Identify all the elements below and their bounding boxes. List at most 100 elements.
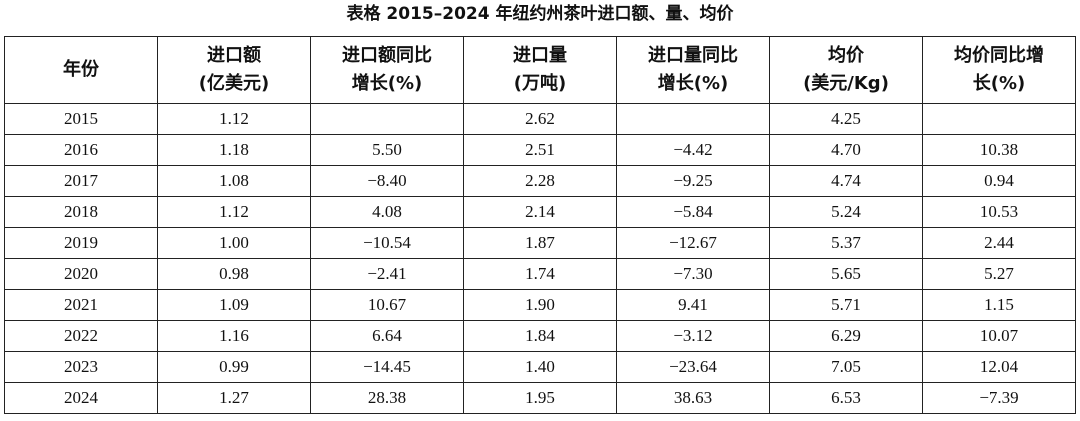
- header-cell: 均价 (美元/Kg): [769, 36, 923, 104]
- table-cell: 4.25: [769, 103, 923, 135]
- table-title: 表格 2015–2024 年纽约州茶叶进口额、量、均价: [346, 4, 734, 24]
- table-cell: 0.99: [157, 351, 311, 383]
- table-cell: 1.40: [463, 351, 617, 383]
- table-cell: 10.53: [922, 196, 1076, 228]
- table-cell: 2021: [4, 289, 158, 321]
- table-cell: 38.63: [616, 382, 770, 414]
- header-line: 均价同比增: [954, 45, 1044, 66]
- table-cell: 4.70: [769, 134, 923, 166]
- table-row: 2015 1.12 2.62 4.25: [4, 103, 1076, 135]
- table-row: 2023 0.99 −14.45 1.40 −23.64 7.05 12.04: [4, 351, 1076, 383]
- table-row: 2022 1.16 6.64 1.84 −3.12 6.29 10.07: [4, 320, 1076, 352]
- header-cell: 年份: [4, 36, 158, 104]
- table-cell: 4.74: [769, 165, 923, 197]
- header-line: (万吨): [513, 73, 567, 94]
- table-row: 2021 1.09 10.67 1.90 9.41 5.71 1.15: [4, 289, 1076, 321]
- table-cell: 1.08: [157, 165, 311, 197]
- header-cell: 进口量 (万吨): [463, 36, 617, 104]
- header-cell: 进口量同比增长(%): [616, 36, 770, 104]
- table-cell: 2.14: [463, 196, 617, 228]
- table-cell: 1.74: [463, 258, 617, 290]
- table-cell: 1.00: [157, 227, 311, 259]
- table-cell: 2016: [4, 134, 158, 166]
- table-cell: 2020: [4, 258, 158, 290]
- table-cell: 1.90: [463, 289, 617, 321]
- header-line: 增长(%): [351, 73, 423, 94]
- table-cell: 2017: [4, 165, 158, 197]
- empty-cell: [922, 103, 1076, 135]
- table-cell: 1.09: [157, 289, 311, 321]
- table-cell: −3.12: [616, 320, 770, 352]
- table-cell: 0.98: [157, 258, 311, 290]
- header-line: 进口额: [207, 45, 261, 66]
- header-line: 年份: [63, 59, 99, 80]
- header-cell: 进口额同比增长(%): [310, 36, 464, 104]
- table-cell: 9.41: [616, 289, 770, 321]
- table-cell: 5.65: [769, 258, 923, 290]
- empty-cell: [616, 103, 770, 135]
- table-cell: 1.18: [157, 134, 311, 166]
- header-row: 年份 进口额 (亿美元) 进口额同比 增长(%) 进口量 (万吨) 进口量同比 增长(%) 均价 (…: [4, 36, 1076, 104]
- table-cell: −2.41: [310, 258, 464, 290]
- table-cell: 5.50: [310, 134, 464, 166]
- table-cell: 1.12: [157, 103, 311, 135]
- table-cell: 28.38: [310, 382, 464, 414]
- table-cell: −7.39: [922, 382, 1076, 414]
- table-cell: −10.54: [310, 227, 464, 259]
- header-line: (美元/Kg): [803, 73, 889, 94]
- table-cell: 1.84: [463, 320, 617, 352]
- table-cell: −5.84: [616, 196, 770, 228]
- table-row: 2019 1.00 −10.54 1.87 −12.67 5.37 2.44: [4, 227, 1076, 259]
- header-cell: 进口额 (亿美元): [157, 36, 311, 104]
- empty-cell: [310, 103, 464, 135]
- table-cell: 6.29: [769, 320, 923, 352]
- table-cell: 2015: [4, 103, 158, 135]
- table-cell: −7.30: [616, 258, 770, 290]
- header-line: 增长(%): [657, 73, 729, 94]
- table-cell: 2018: [4, 196, 158, 228]
- table-cell: 2.51: [463, 134, 617, 166]
- data-table: 年份 进口额 (亿美元) 进口额同比 增长(%) 进口量 (万吨) 进口量同比 增长(%) 均价 (…: [4, 36, 1076, 414]
- table-cell: 5.71: [769, 289, 923, 321]
- table-cell: 2.62: [463, 103, 617, 135]
- header-line: 进口额同比: [342, 45, 432, 66]
- table-cell: 0.94: [922, 165, 1076, 197]
- table-cell: −8.40: [310, 165, 464, 197]
- table-cell: 2.44: [922, 227, 1076, 259]
- table-row: 2018 1.12 4.08 2.14 −5.84 5.24 10.53: [4, 196, 1076, 228]
- header-line: 均价: [828, 45, 864, 66]
- table-cell: 1.15: [922, 289, 1076, 321]
- table-row: 2020 0.98 −2.41 1.74 −7.30 5.65 5.27: [4, 258, 1076, 290]
- table-cell: 10.07: [922, 320, 1076, 352]
- table-cell: 1.12: [157, 196, 311, 228]
- table-cell: 1.95: [463, 382, 617, 414]
- header-line: 进口量: [513, 45, 567, 66]
- table-cell: 1.27: [157, 382, 311, 414]
- header-line: 长(%): [972, 73, 1026, 94]
- table-header: 年份 进口额 (亿美元) 进口额同比 增长(%) 进口量 (万吨) 进口量同比 增长(%) 均价 (…: [4, 36, 1076, 104]
- table-body: 2015 1.12 2.62 4.25 2016 1.18 5.50 2.51 −4.42 4.7…: [4, 103, 1076, 414]
- table-cell: 5.37: [769, 227, 923, 259]
- table-cell: 1.16: [157, 320, 311, 352]
- table-cell: 6.64: [310, 320, 464, 352]
- table-cell: −23.64: [616, 351, 770, 383]
- table-cell: 4.08: [310, 196, 464, 228]
- table-row: 2016 1.18 5.50 2.51 −4.42 4.70 10.38: [4, 134, 1076, 166]
- table-row: 2024 1.27 28.38 1.95 38.63 6.53 −7.39: [4, 382, 1076, 414]
- table-cell: 12.04: [922, 351, 1076, 383]
- table-cell: 6.53: [769, 382, 923, 414]
- table-cell: 2019: [4, 227, 158, 259]
- table-cell: −4.42: [616, 134, 770, 166]
- table-cell: −12.67: [616, 227, 770, 259]
- table-cell: 2023: [4, 351, 158, 383]
- table-row: 2017 1.08 −8.40 2.28 −9.25 4.74 0.94: [4, 165, 1076, 197]
- header-line: 进口量同比: [648, 45, 738, 66]
- table-cell: 2022: [4, 320, 158, 352]
- table-cell: 5.24: [769, 196, 923, 228]
- table-cell: 7.05: [769, 351, 923, 383]
- table-cell: −9.25: [616, 165, 770, 197]
- table-cell: 2024: [4, 382, 158, 414]
- table-cell: 1.87: [463, 227, 617, 259]
- table-cell: 5.27: [922, 258, 1076, 290]
